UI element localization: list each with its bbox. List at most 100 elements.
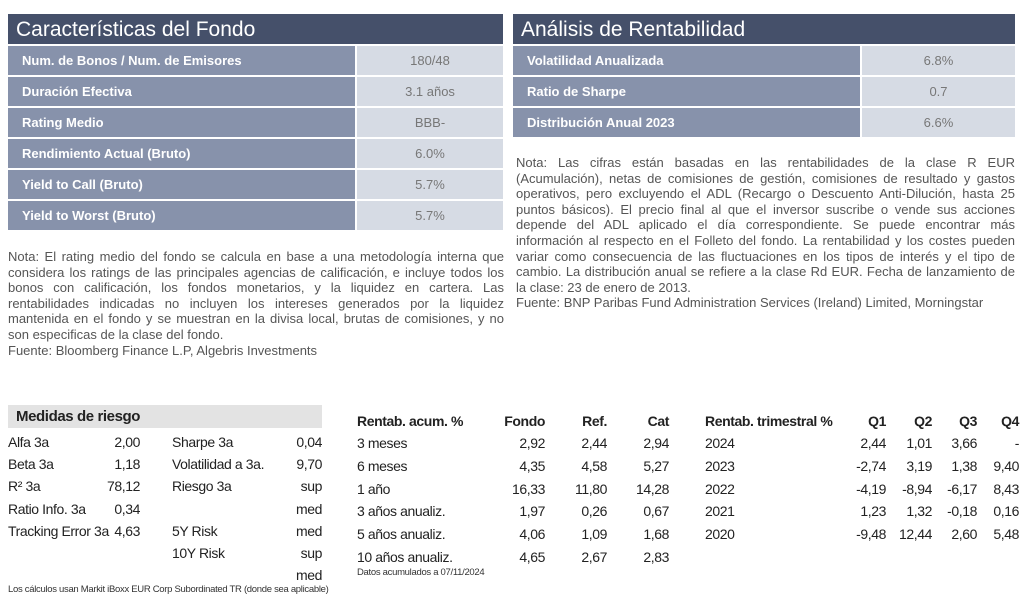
cell: 1,38 xyxy=(951,457,977,474)
cell: 2,44 xyxy=(860,435,886,451)
cell: 16,33 xyxy=(511,480,545,497)
cell: -4,19 xyxy=(856,480,886,497)
row-value: 0.7 xyxy=(862,77,1015,106)
cell: 2,83 xyxy=(643,549,669,565)
cell: Sharpe 3a xyxy=(172,434,234,450)
column-header: Q1 xyxy=(868,413,886,429)
row-label: Ratio de Sharpe xyxy=(513,77,860,106)
table-row: Yield to Worst (Bruto) 5.7% xyxy=(8,201,503,230)
cell: 3 años anualiz. xyxy=(357,503,446,520)
table-row: Yield to Call (Bruto) 5.7% xyxy=(8,170,503,199)
source-text: Fuente: BNP Paribas Fund Administration … xyxy=(516,295,984,311)
cell: 2023 xyxy=(705,457,735,474)
note-text: Nota: El rating medio del fondo se calcu… xyxy=(8,249,504,342)
cell: 3,66 xyxy=(951,435,977,451)
table-title: Medidas de riesgo xyxy=(8,405,322,428)
rentab-trimestral-table: Rentab. trimestral % Q1 Q2 Q3 Q4 2024 2,44 1,01… xyxy=(705,410,1020,550)
row-label: Volatilidad Anualizada xyxy=(513,46,860,75)
cell: sup xyxy=(300,545,323,561)
row-value: 180/48 xyxy=(357,46,503,75)
cell: 9,40 xyxy=(993,457,1019,474)
column-header: Cat xyxy=(647,413,670,429)
column-header: Fondo xyxy=(504,413,545,429)
rentab-acumulada-table: Rentab. acum. % Fondo Ref. Cat 3 meses 2,92 2,… xyxy=(357,410,670,570)
row-label: Yield to Call (Bruto) xyxy=(8,170,355,199)
cell: 2024 xyxy=(705,435,735,451)
cell: 1,18 xyxy=(114,456,140,473)
table-row: Duración Efectiva 3.1 años xyxy=(8,77,503,106)
column-header: Rentab. trimestral % xyxy=(705,413,833,429)
cell: -2,74 xyxy=(856,457,886,474)
cell: 10Y Risk xyxy=(172,545,225,561)
cell: med xyxy=(295,500,322,517)
cell: 78,12 xyxy=(106,478,140,495)
acumulada-footnote: Datos acumulados a 07/11/2024 xyxy=(357,567,485,578)
row-value: 6.8% xyxy=(862,46,1015,75)
cell: -0,18 xyxy=(947,503,977,520)
cell: med xyxy=(295,522,322,539)
cell: 2,00 xyxy=(114,434,140,450)
cell: sup xyxy=(300,478,323,495)
cell: 1,32 xyxy=(906,503,932,520)
cell: Volatilidad a 3a. xyxy=(172,456,265,473)
cell: 12,44 xyxy=(898,526,932,543)
cell: 5,48 xyxy=(993,526,1019,543)
cell: -6,17 xyxy=(947,480,977,497)
cell: 0,34 xyxy=(114,500,140,517)
cell: med xyxy=(295,567,322,584)
cell: 8,43 xyxy=(993,480,1019,497)
note-text: Nota: Las cifras están basadas en las re… xyxy=(516,155,1015,295)
cell: R² 3a xyxy=(8,478,41,495)
cell: 1,09 xyxy=(581,526,607,543)
column-header: Rentab. acum. % xyxy=(357,413,464,429)
row-value: 5.7% xyxy=(357,201,503,230)
row-value: 6.6% xyxy=(862,108,1015,137)
cell: 14,28 xyxy=(635,480,669,497)
cell: 0,04 xyxy=(296,434,322,450)
cell: 2,92 xyxy=(519,435,545,451)
cell: 1,01 xyxy=(906,435,932,451)
row-label: Distribución Anual 2023 xyxy=(513,108,860,137)
cell: 1,23 xyxy=(860,503,886,520)
cell: Alfa 3a xyxy=(8,434,49,450)
cell: Tracking Error 3a xyxy=(8,522,109,539)
cell: 0,67 xyxy=(643,503,669,520)
cell: 2022 xyxy=(705,480,735,497)
cell: 0,16 xyxy=(993,503,1019,520)
caracteristicas-panel: Características del Fondo Num. de Bonos … xyxy=(8,14,503,230)
cell: 5 años anualiz. xyxy=(357,526,446,543)
rentabilidad-panel: Análisis de Rentabilidad Volatilidad Anu… xyxy=(513,14,1015,137)
cell: 2,67 xyxy=(581,549,607,565)
panel-title: Características del Fondo xyxy=(8,14,503,44)
row-label: Yield to Worst (Bruto) xyxy=(8,201,355,230)
row-label: Rating Medio xyxy=(8,108,355,137)
column-header: Q4 xyxy=(1001,413,1019,429)
cell: 2021 xyxy=(705,503,735,520)
column-header: Ref. xyxy=(582,413,607,429)
cell: 1,97 xyxy=(519,503,545,520)
table-row: Ratio de Sharpe 0.7 xyxy=(513,77,1015,106)
cell: 10 años anualiz. xyxy=(357,549,453,565)
table-row: Rendimiento Actual (Bruto) 6.0% xyxy=(8,139,503,168)
cell: -9,48 xyxy=(856,526,886,543)
column-header: Q2 xyxy=(914,413,932,429)
cell: 4,35 xyxy=(519,457,545,474)
cell: 2,44 xyxy=(581,435,607,451)
cell: 2020 xyxy=(705,526,735,543)
row-value: BBB- xyxy=(357,108,503,137)
cell: 5Y Risk xyxy=(172,522,218,539)
caracteristicas-note: Nota: El rating medio del fondo se calcu… xyxy=(8,249,504,358)
cell: - xyxy=(1014,435,1020,451)
cell: 4,58 xyxy=(581,457,607,474)
row-value: 5.7% xyxy=(357,170,503,199)
row-value: 3.1 años xyxy=(357,77,503,106)
row-label: Rendimiento Actual (Bruto) xyxy=(8,139,355,168)
table-row: Distribución Anual 2023 6.6% xyxy=(513,108,1015,137)
cell: 1 año xyxy=(357,480,391,497)
panel-title: Análisis de Rentabilidad xyxy=(513,14,1015,44)
table-row: Rating Medio BBB- xyxy=(8,108,503,137)
cell: 2,60 xyxy=(951,526,977,543)
cell: 0,26 xyxy=(581,503,607,520)
row-value: 6.0% xyxy=(357,139,503,168)
cell: 4,65 xyxy=(519,549,545,565)
